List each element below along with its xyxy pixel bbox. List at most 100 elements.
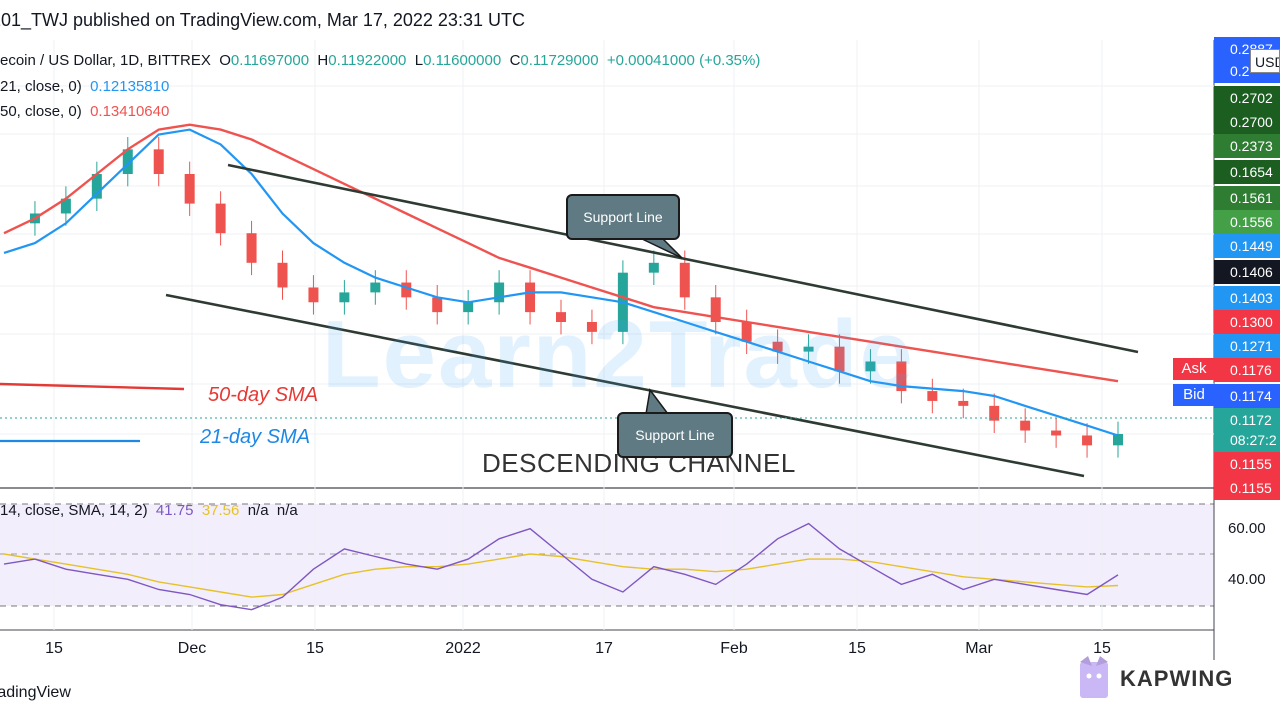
watermark: Learn2Trade <box>322 301 915 408</box>
price-axis-label: 08:27:2 <box>1214 428 1280 452</box>
candle-body <box>865 361 876 372</box>
x-tick: Feb <box>720 640 748 657</box>
channel-lower-line <box>165 293 1085 478</box>
l-label: L <box>414 52 424 69</box>
rsi-line <box>3 522 1119 611</box>
x-tick: 15 <box>45 640 63 657</box>
candle-body <box>834 346 845 372</box>
sma21-line <box>3 128 1119 437</box>
candle-body <box>989 405 1000 421</box>
ma21-legend[interactable]: 21, close, 0) 0.12135810 <box>0 78 169 95</box>
x-tick: Dec <box>177 640 207 657</box>
price-pane[interactable] <box>0 40 1214 488</box>
rsi-ma-value: 37.56 <box>201 502 240 519</box>
c-label: C <box>509 52 521 69</box>
x-tick: Mar <box>965 640 993 657</box>
sma50-annotation: 50-day SMA <box>208 384 319 406</box>
ma50-legend[interactable]: 50, close, 0) 0.13410640 <box>0 103 169 120</box>
published-info: t101_TWJ published on TradingView.com, M… <box>0 10 525 30</box>
footer-brand: radingView <box>0 684 71 701</box>
x-tick: 15 <box>306 640 324 657</box>
rsi-label: 14, close, SMA, 14, 2) <box>0 502 148 519</box>
sma21-annotation: 21-day SMA <box>200 426 311 448</box>
candle-body <box>184 174 195 204</box>
kapwing-text: KAPWING <box>1120 666 1234 691</box>
candle-body <box>339 292 350 303</box>
candle-body <box>896 361 907 392</box>
rsi-band <box>0 504 1214 606</box>
candle-body <box>401 282 412 298</box>
candle-body <box>1020 420 1031 431</box>
candle-body <box>958 400 969 406</box>
price-axis-label: 0.1176 <box>1214 358 1280 382</box>
bid-label: Bid <box>1173 384 1215 406</box>
sma50-legend-line <box>0 382 185 391</box>
price-axis-label: 0.1155 <box>1214 452 1280 476</box>
price-axis-label: 0.1174 <box>1214 384 1280 408</box>
rsi-tick-40: 40.00 <box>1228 571 1266 588</box>
candle-body <box>803 346 814 352</box>
candle-body <box>215 203 226 234</box>
price-axis-label: 0.2700 <box>1214 110 1280 134</box>
ohlc-legend: ecoin / US Dollar, 1D, BITTREX O0.116970… <box>0 52 760 69</box>
ma50-value: 0.13410640 <box>90 103 170 120</box>
rsi-value: 41.75 <box>155 502 194 519</box>
price-axis-label: 0.1300 <box>1214 310 1280 334</box>
candle-body <box>710 297 721 322</box>
x-tick: 2022 <box>445 640 481 657</box>
candle-body <box>1113 433 1123 446</box>
rsi-ma-line <box>3 553 1119 598</box>
price-axis-label: 0.2373 <box>1214 134 1280 158</box>
price-axis-label: 0.1561 <box>1214 186 1280 210</box>
c-value: 0.11729000 <box>520 52 599 69</box>
candle-body <box>60 198 71 214</box>
candle-body <box>153 149 164 174</box>
candle-body <box>370 282 381 293</box>
candle-body <box>308 287 319 303</box>
price-axis-label: 0.1406 <box>1214 260 1280 284</box>
rsi-na-2: n/a <box>276 502 298 519</box>
l-value: 0.11600000 <box>423 52 502 69</box>
x-tick: 15 <box>848 640 866 657</box>
h-label: H <box>317 52 329 69</box>
ask-label: Ask <box>1173 358 1215 380</box>
grid <box>0 40 1214 630</box>
candle-body <box>122 149 133 174</box>
candle-body <box>277 262 288 288</box>
price-axis-label: 0.1556 <box>1214 210 1280 234</box>
candle-body <box>648 262 659 273</box>
rsi-na-1: n/a <box>247 502 269 519</box>
candle-body <box>1051 430 1062 436</box>
chart-header: t101_TWJ published on TradingView.com, M… <box>0 0 1280 40</box>
channel-upper-line <box>227 163 1139 354</box>
symbol-label[interactable]: ecoin / US Dollar, 1D, BITTREX <box>0 52 211 69</box>
callout-support-top[interactable]: Support Line <box>566 194 680 240</box>
kapwing-logo-icon <box>1080 656 1108 698</box>
h-value: 0.11922000 <box>328 52 407 69</box>
o-label: O <box>219 52 231 69</box>
price-axis-label: 0.2702 <box>1214 86 1280 110</box>
x-tick: 17 <box>595 640 613 657</box>
callout-support-bottom[interactable]: Support Line <box>617 412 733 458</box>
candle-body <box>927 391 938 401</box>
candle-body <box>432 297 443 313</box>
candle-body <box>741 322 752 342</box>
candle-body <box>679 262 690 298</box>
candle-body <box>494 282 505 303</box>
ma21-value: 0.12135810 <box>90 78 170 95</box>
price-axis-label: 0.1271 <box>1214 334 1280 358</box>
ma21-label: 21, close, 0) <box>0 78 82 95</box>
candle-body <box>246 233 257 263</box>
candle-body <box>463 302 474 313</box>
o-value: 0.11697000 <box>230 52 310 69</box>
price-axis-label: 0.1403 <box>1214 286 1280 310</box>
candle-body <box>586 322 597 332</box>
kapwing-badge: KAPWING <box>1078 656 1248 700</box>
rsi-tick-60: 60.00 <box>1228 520 1266 537</box>
price-axis-label: 0.1155 <box>1214 476 1280 500</box>
change-value: +0.00041000 (+0.35%) <box>606 52 761 69</box>
rsi-legend[interactable]: 14, close, SMA, 14, 2) 41.75 37.56 n/a n… <box>0 502 298 519</box>
ma50-label: 50, close, 0) <box>0 103 82 120</box>
candle-body <box>772 341 783 352</box>
